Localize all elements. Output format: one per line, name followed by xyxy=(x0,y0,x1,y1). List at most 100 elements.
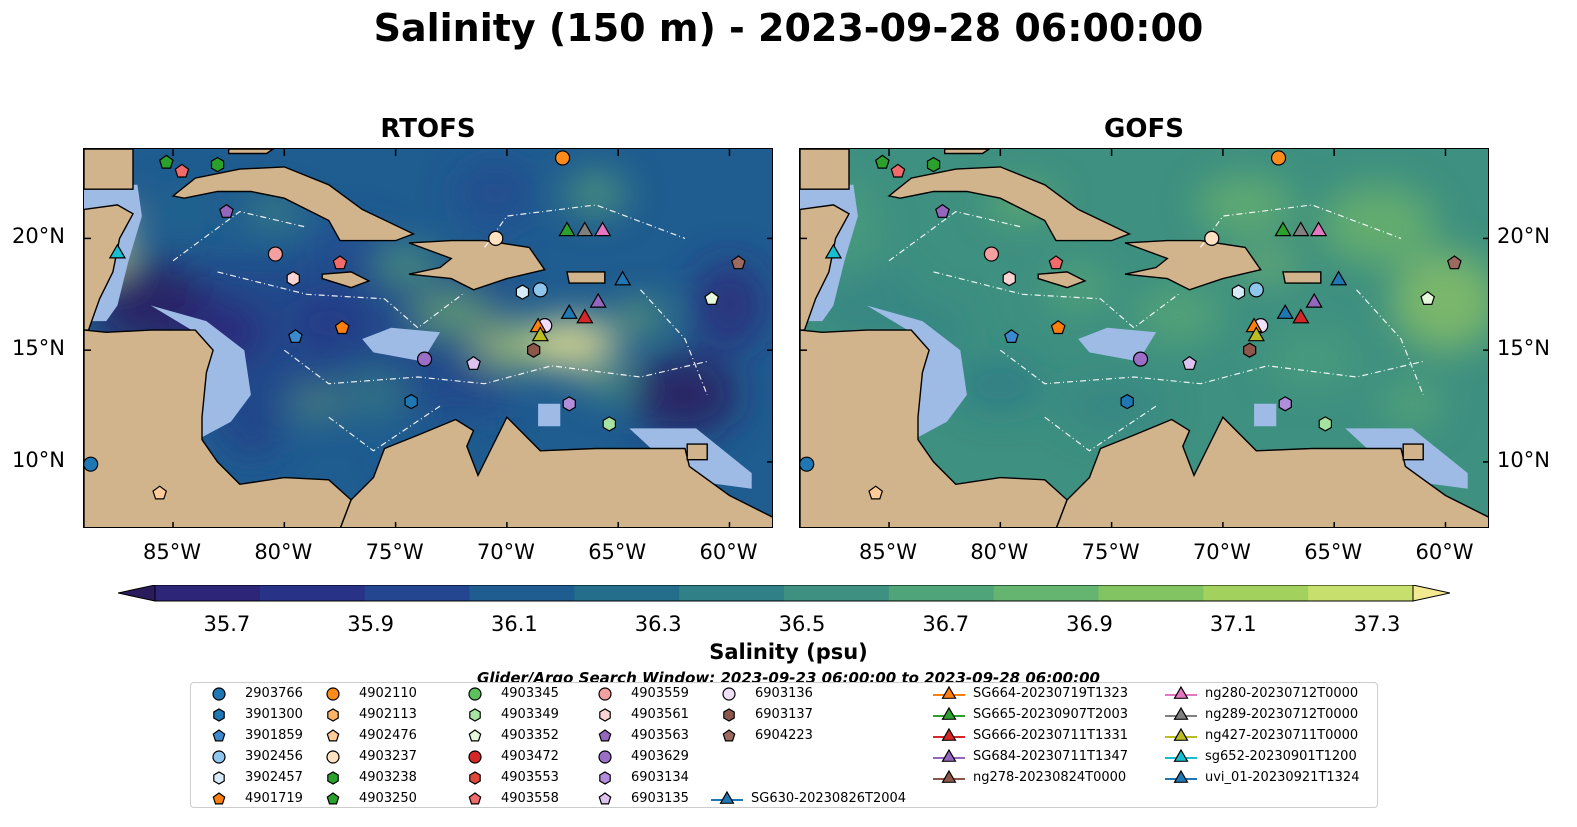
panel-title-rtofs: RTOFS xyxy=(380,114,476,144)
marker-4903558 xyxy=(174,163,190,178)
legend-label: 4903558 xyxy=(501,791,559,806)
legend-label: sg652-20230901T1200 xyxy=(1205,749,1357,764)
x-tick-label: 75°W xyxy=(365,540,424,564)
x-tick-label: 80°W xyxy=(970,540,1029,564)
legend-marker xyxy=(213,771,225,785)
land-south-america xyxy=(340,416,772,527)
x-tick-label: 65°W xyxy=(1304,540,1363,564)
legend-label: ng278-20230824T0000 xyxy=(973,770,1127,785)
panel-title-gofs: GOFS xyxy=(1104,114,1184,144)
x-tick-label: 70°W xyxy=(1192,540,1251,564)
marker-4903561 xyxy=(286,270,300,287)
marker-sg630-20230826t2004 xyxy=(560,304,578,319)
legend-label: 6903134 xyxy=(631,770,689,785)
marker-sg666-20230711t1331 xyxy=(1292,308,1310,324)
y-tick-label-left: 10°N xyxy=(12,447,65,472)
colorbar-tick-label: 36.9 xyxy=(1066,612,1113,636)
legend-label: 3901859 xyxy=(245,728,303,743)
marker-4903629 xyxy=(416,351,433,367)
marker-6903137 xyxy=(1243,342,1257,358)
legend-marker xyxy=(326,750,340,764)
legend-marker xyxy=(326,729,340,742)
legend-label: 4903345 xyxy=(501,686,559,701)
marker-4903352 xyxy=(704,291,720,305)
legend-marker xyxy=(719,790,735,804)
salinity-map-gofs xyxy=(799,148,1489,528)
marker-4902476 xyxy=(868,485,884,500)
legend-marker xyxy=(469,708,481,722)
y-tick-label-right: 10°N xyxy=(1497,447,1550,472)
legend-marker xyxy=(723,708,735,722)
legend-label: SG684-20230711T1347 xyxy=(973,749,1129,764)
legend-label: 4903559 xyxy=(631,686,689,701)
legend-label: 4903561 xyxy=(631,707,689,722)
marker-4903238 xyxy=(210,156,225,173)
marker-6903134 xyxy=(1278,396,1292,412)
marker-6904223 xyxy=(730,255,746,270)
x-tick-label: 65°W xyxy=(588,540,647,564)
legend-marker xyxy=(941,769,957,783)
legend-label: 3901300 xyxy=(245,707,303,722)
legend-marker xyxy=(469,771,481,785)
legend-label: 4903629 xyxy=(631,749,689,764)
marker-3902456 xyxy=(1248,282,1264,298)
legend-marker xyxy=(326,792,340,805)
legend-label: SG630-20230826T2004 xyxy=(751,791,907,806)
y-tick-label-left: 15°N xyxy=(12,336,65,361)
marker-4902110 xyxy=(554,150,571,166)
marker-4903559 xyxy=(267,246,284,262)
x-tick-label: 75°W xyxy=(1081,540,1140,564)
legend-label: ng289-20230712T0000 xyxy=(1205,707,1359,722)
marker-6904223 xyxy=(1446,255,1462,270)
land-jamaica xyxy=(1037,271,1087,289)
legend-label: 4903349 xyxy=(501,707,559,722)
salinity-map-rtofs xyxy=(83,148,773,528)
legend-label: SG664-20230719T1323 xyxy=(973,686,1129,701)
legend-label: SG665-20230907T2003 xyxy=(973,707,1129,722)
land-puerto-rico xyxy=(1282,271,1322,284)
legend-marker xyxy=(212,687,226,701)
x-tick-label: 80°W xyxy=(254,540,313,564)
legend-marker xyxy=(1173,706,1189,720)
marker-ng427-20230711t0000 xyxy=(531,326,549,342)
marker-4903629 xyxy=(1132,351,1149,367)
marker-4901719 xyxy=(1050,320,1066,335)
legend-marker xyxy=(1173,748,1189,762)
marker-4903237 xyxy=(488,230,504,247)
legend-label: 4903472 xyxy=(501,749,559,764)
land-cuba xyxy=(171,166,416,242)
marker-4901719 xyxy=(334,320,350,335)
page-title: Salinity (150 m) - 2023-09-28 06:00:00 xyxy=(373,6,1204,50)
colorbar-tick-label: 37.1 xyxy=(1209,612,1257,636)
colorbar-tick-label: 35.9 xyxy=(347,612,395,636)
marker-3902457 xyxy=(515,284,530,300)
marker-4903559 xyxy=(983,246,1000,262)
x-tick-label: 85°W xyxy=(859,540,918,564)
land-puerto-rico xyxy=(566,271,606,284)
legend-label: uvi_01-20230921T1324 xyxy=(1205,770,1360,785)
x-tick-label: 85°W xyxy=(143,540,202,564)
legend-label: ng280-20230712T0000 xyxy=(1205,686,1359,701)
legend-label: 4902476 xyxy=(359,728,417,743)
land-florida-keys xyxy=(227,149,275,155)
legend-marker xyxy=(599,771,611,785)
x-tick-label: 70°W xyxy=(476,540,535,564)
land-jamaica xyxy=(321,271,371,289)
legend-label: 3902456 xyxy=(245,749,303,764)
marker-4903352 xyxy=(1420,291,1436,305)
legend-marker xyxy=(722,729,736,742)
legend-label: 6903137 xyxy=(755,707,813,722)
legend-marker xyxy=(468,792,482,805)
marker-sg665-20230907t2003 xyxy=(558,221,576,237)
land-south-america xyxy=(1056,416,1488,527)
marker-sg630-20230826t2004 xyxy=(1276,304,1294,319)
marker-3901859 xyxy=(1004,329,1019,343)
colorbar-tick-label: 36.3 xyxy=(634,612,682,636)
colorbar-label: Salinity (psu) xyxy=(709,640,868,664)
legend-marker xyxy=(941,706,957,720)
colorbar-tick-label: 37.3 xyxy=(1353,612,1401,636)
marker-4903238 xyxy=(926,156,941,173)
marker-ng289-20230712t0000 xyxy=(576,221,594,237)
legend-marker xyxy=(327,708,339,722)
legend-marker xyxy=(326,687,340,701)
